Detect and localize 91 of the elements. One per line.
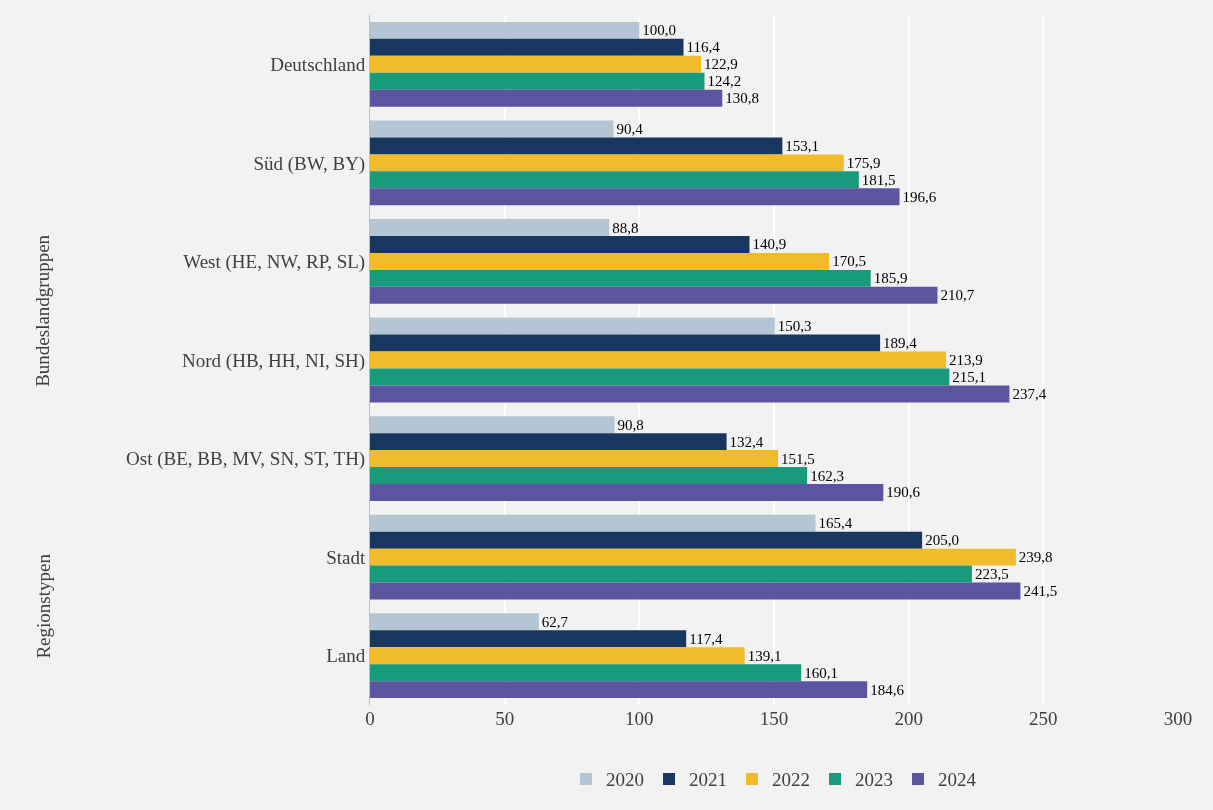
legend-label: 2021 (689, 769, 727, 791)
bar (370, 467, 808, 484)
bar (370, 89, 723, 107)
bar (370, 548, 1016, 566)
bar (370, 351, 947, 369)
legend-label: 2022 (772, 769, 810, 791)
bar (370, 664, 802, 682)
data-label: 241,5 (1023, 583, 1058, 600)
data-label: 139,1 (747, 647, 782, 664)
data-label: 175,9 (846, 154, 881, 171)
data-label: 223,5 (974, 566, 1009, 583)
data-label: 189,4 (883, 335, 918, 352)
bar (370, 252, 830, 270)
bar (370, 681, 868, 699)
legend-label: 2020 (606, 769, 644, 791)
data-label: 90,8 (617, 416, 644, 433)
bar (370, 219, 610, 236)
bar (370, 630, 687, 648)
bar (370, 154, 844, 172)
data-label: 88,8 (612, 219, 639, 236)
data-label: 124,2 (707, 73, 742, 90)
bar (370, 55, 702, 73)
bar (370, 21, 640, 39)
bar (370, 531, 923, 549)
data-label: 213,9 (949, 352, 983, 368)
data-label: 181,5 (861, 171, 896, 188)
data-label: 151,5 (781, 450, 815, 467)
bar (370, 120, 614, 138)
x-tick-label: 250 (1029, 708, 1058, 729)
text: Bundeslandgruppen (32, 234, 54, 387)
y-tick-label: Deutschland (270, 53, 366, 75)
x-tick-label: 200 (894, 708, 923, 729)
data-label: 170,5 (832, 253, 866, 270)
bar (370, 368, 950, 386)
data-label: 62,7 (541, 613, 569, 630)
data-label: 160,1 (804, 664, 838, 681)
legend-label: 2023 (855, 769, 893, 791)
bar (370, 38, 684, 56)
bar (370, 334, 881, 352)
y-tick-label: Süd (BW, BY) (253, 152, 366, 175)
data-label: 239,8 (1018, 549, 1053, 566)
data-label: 185,9 (873, 270, 908, 287)
x-tick-label: 100 (625, 708, 654, 729)
x-tick-label: 0 (365, 708, 375, 729)
data-label: 210,7 (940, 287, 975, 304)
data-label: 140,9 (752, 236, 787, 253)
bar (370, 72, 705, 90)
data-label: 132,4 (729, 433, 764, 450)
bar (370, 385, 1010, 403)
data-label: 90,4 (616, 120, 644, 137)
bar (370, 613, 539, 631)
bar (370, 317, 775, 335)
bar (370, 171, 859, 189)
data-label: 150,3 (777, 318, 812, 335)
data-label: 130,8 (725, 90, 760, 107)
x-tick-label: 300 (1163, 708, 1193, 729)
bar (370, 433, 727, 451)
bar (370, 582, 1021, 600)
data-label: 122,9 (704, 56, 738, 73)
y-tick-label: Ost (BE, BB, MV, SN, ST, TH) (126, 448, 366, 471)
bar (370, 647, 745, 665)
data-label: 205,0 (925, 532, 959, 549)
data-label: 196,6 (902, 188, 937, 205)
bar (370, 450, 779, 468)
legend-label: 2024 (938, 769, 977, 791)
bar (370, 188, 900, 206)
bar (370, 416, 615, 434)
bar (370, 137, 783, 155)
y-tick-label: Land (326, 645, 366, 667)
data-label: 184,6 (870, 681, 905, 698)
x-tick-label: 150 (759, 708, 789, 729)
data-label: 116,4 (686, 39, 721, 56)
bar (370, 514, 816, 532)
data-label: 162,3 (810, 467, 844, 484)
bar (370, 269, 871, 287)
y-tick-label: Stadt (326, 546, 366, 568)
bar (370, 565, 972, 583)
data-label: 100,0 (642, 22, 677, 39)
text: Regionstypen (32, 553, 54, 659)
data-label: 237,4 (1012, 385, 1047, 402)
bar (370, 236, 750, 253)
data-label: 117,4 (689, 630, 723, 647)
x-tick-label: 50 (495, 708, 515, 729)
y-tick-label: West (HE, NW, RP, SL) (183, 251, 366, 274)
data-label: 215,1 (952, 368, 987, 385)
bar (370, 484, 884, 501)
data-label: 190,6 (886, 484, 921, 501)
bar (370, 286, 938, 304)
data-label: 153,1 (785, 137, 820, 154)
data-label: 165,4 (818, 515, 853, 532)
y-tick-label: Nord (HB, HH, NI, SH) (182, 349, 366, 372)
